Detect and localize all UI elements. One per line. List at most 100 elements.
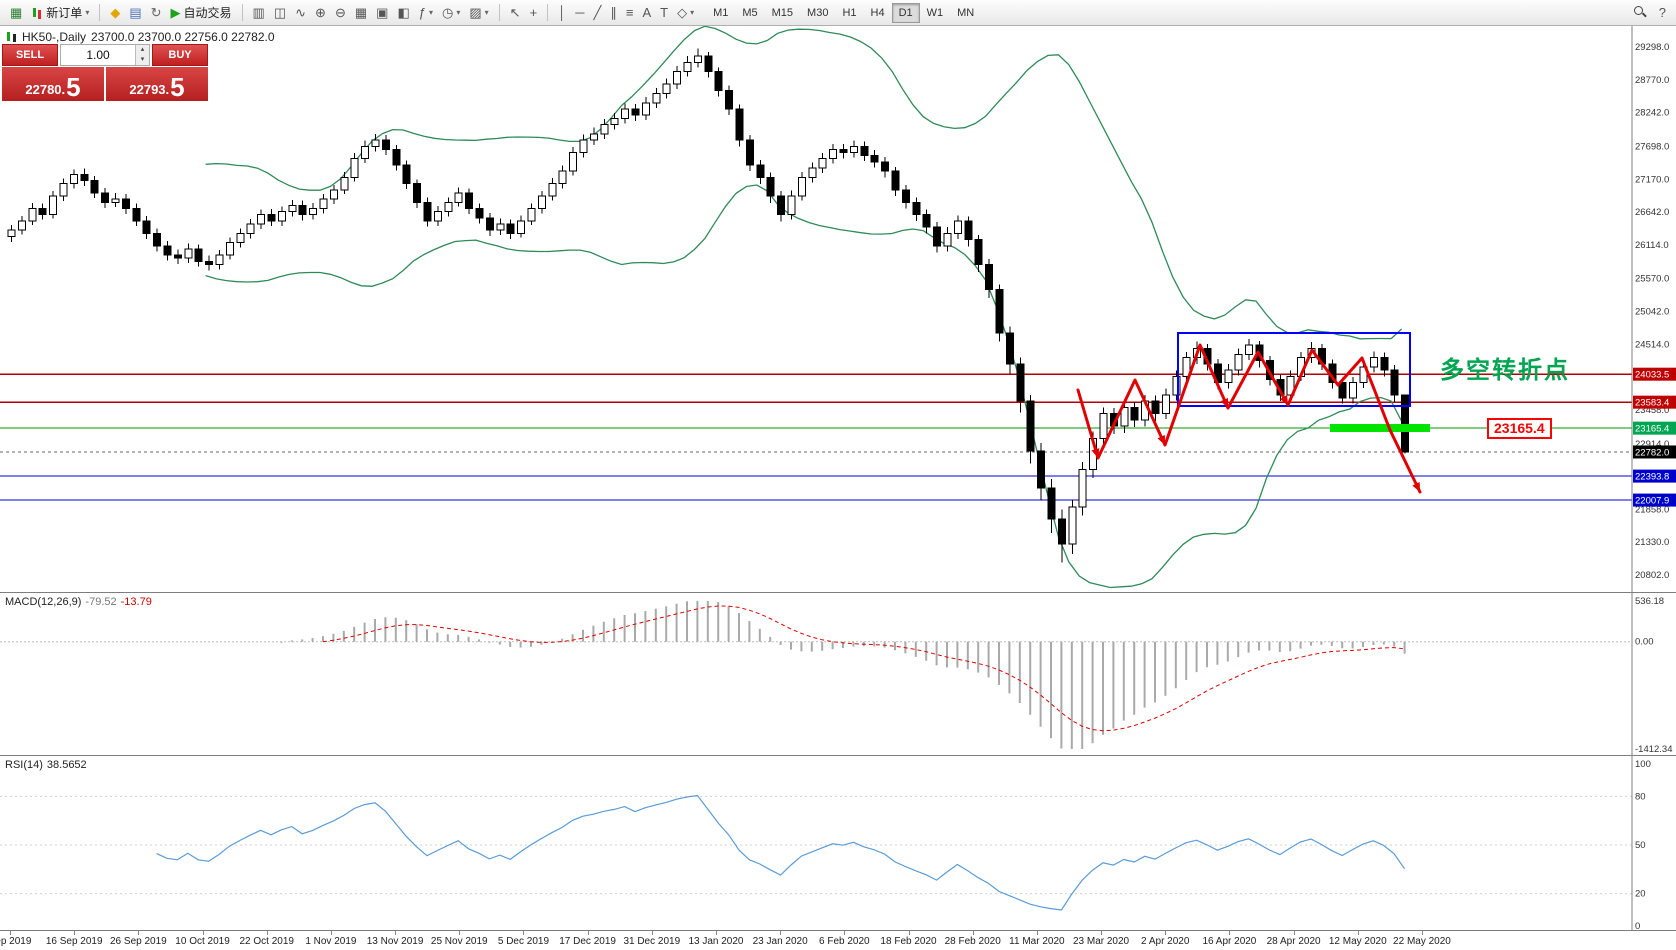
timeframe-button-m5[interactable]: M5 [735,3,764,23]
svg-text:22393.8: 22393.8 [1635,472,1669,483]
horizontal-line-button[interactable]: ─ [571,2,588,24]
label-icon: T [660,5,669,20]
rsi-name: RSI(14) [5,759,43,771]
refresh-button[interactable]: ↻ [147,2,166,24]
rsi-panel[interactable]: 100 80 50 20 0 RSI(14) 38.5652 [0,755,1676,932]
tile-windows-button[interactable]: ▦ [351,2,371,24]
dropdown-arrow-icon: ▾ [690,8,695,17]
date-label: 23 Mar 2020 [1072,936,1130,947]
svg-text:22914.0: 22914.0 [1635,439,1669,450]
svg-text:22007.9: 22007.9 [1635,496,1669,507]
timeframe-toolbar: M1 M5 M15 M30 H1 H4 D1 W1 MN [706,2,981,23]
sell-price[interactable]: 22780. 5 [2,67,104,101]
timeframe-button-m15[interactable]: M15 [765,3,800,23]
autotrading-button[interactable]: ▶ 自动交易 [167,2,236,24]
trendline-button[interactable]: ╱ [590,2,606,24]
label-button[interactable]: T [656,2,672,24]
macd-main-value: -79.52 [85,596,117,608]
chart-icon [6,31,17,43]
cursor-button[interactable]: ↖ [506,2,525,24]
sell-button[interactable]: SELL [2,44,58,66]
new-order-button[interactable]: 新订单 ▾ [27,2,93,24]
dropdown-arrow-icon: ▾ [85,8,90,17]
date-label: 2 Apr 2020 [1141,936,1190,947]
terminal-icon-button[interactable]: ▦ [6,2,26,24]
vertical-line-icon: │ [558,5,567,20]
chart-ohlc-values: 23700.0 23700.0 22756.0 22782.0 [91,30,275,44]
svg-text:23165.4: 23165.4 [1635,424,1669,435]
line-chart-button[interactable]: ∿ [291,2,310,24]
indicators-icon: ƒ [418,5,426,20]
svg-text:0: 0 [1635,921,1640,931]
fibonacci-icon: ≡ [625,5,634,20]
buy-button[interactable]: BUY [152,44,208,66]
svg-text:25570.0: 25570.0 [1635,274,1669,285]
sell-price-main: 22780. [25,82,66,98]
macd-canvas[interactable]: 536.18 0.00 -1412.34 [0,593,1676,755]
volume-field[interactable]: 1.00 ▴ ▾ [60,44,150,66]
toolbar-separator [498,4,500,21]
date-tick [523,931,525,935]
volume-value[interactable]: 1.00 [86,48,110,62]
templates-button[interactable]: ▨ ▾ [465,2,492,24]
timeframe-button-w1[interactable]: W1 [920,3,951,23]
indicators-button[interactable]: ƒ ▾ [415,2,437,24]
timeframe-button-m1[interactable]: M1 [706,3,735,23]
date-label: 10 Oct 2019 [175,936,230,947]
timeframe-button-mn[interactable]: MN [950,3,981,23]
date-tick [715,931,717,935]
date-label: 16 Apr 2020 [1202,936,1257,947]
timeframe-button-m30[interactable]: M30 [800,3,835,23]
macd-panel[interactable]: 536.18 0.00 -1412.34 MACD(12,26,9) -79.52 -1… [0,592,1676,755]
zoom-out-button[interactable]: ⊖ [331,2,350,24]
crosshair-button[interactable]: + [526,2,542,24]
toolbar-right-group: ? [1630,2,1670,24]
periods-button[interactable]: ◷ ▾ [438,2,464,24]
date-label: 13 Jan 2020 [688,936,744,947]
svg-text:24033.5: 24033.5 [1635,370,1669,381]
timeframe-button-d1[interactable]: D1 [891,2,920,23]
date-axis[interactable]: Sep 2019 16 Sep 2019 26 Sep 2019 10 Oct 201… [0,930,1676,950]
buy-price[interactable]: 22793. 5 [106,67,208,101]
svg-text:29298.0: 29298.0 [1635,42,1669,53]
trendline-icon: ╱ [593,5,602,20]
chart-shift-icon: ◧ [397,5,410,20]
price-chart-canvas[interactable]: 29298.0 28770.0 28242.0 27698.0 27170.0 26642… [0,25,1676,592]
svg-text:21330.0: 21330.0 [1635,537,1669,548]
auto-scroll-button[interactable]: ▣ [372,2,392,24]
svg-text:50: 50 [1635,840,1646,851]
templates-icon: ▨ [469,5,482,20]
date-label: 16 Sep 2019 [45,936,103,947]
timeframe-button-h1[interactable]: H1 [835,3,863,23]
chart-symbol-period: HK50-,Daily [22,30,87,44]
crosshair-icon: + [529,5,538,20]
date-tick [1293,931,1295,935]
svg-text:27170.0: 27170.0 [1635,174,1669,185]
search-zoom-button[interactable] [1630,2,1651,24]
volume-spinner[interactable]: ▴ ▾ [135,45,149,65]
date-label: 11 Mar 2020 [1009,936,1065,947]
timeframe-button-h4[interactable]: H4 [864,3,892,23]
fibonacci-button[interactable]: ≡ [622,2,638,24]
macd-signal-value: -13.79 [120,596,152,608]
svg-text:23458.0: 23458.0 [1635,405,1669,416]
spinner-up-icon[interactable]: ▴ [136,45,149,55]
candlestick-chart-button[interactable]: ◫ [270,2,290,24]
new-chart-button[interactable]: ◆ [106,2,124,24]
zoom-in-button[interactable]: ⊕ [311,2,330,24]
spinner-down-icon[interactable]: ▾ [136,55,149,65]
price-chart-panel[interactable]: 29298.0 28770.0 28242.0 27698.0 27170.0 26642… [0,25,1676,592]
date-tick [10,931,11,935]
svg-text:25042.0: 25042.0 [1635,307,1669,318]
profiles-button[interactable]: ▤ [125,2,145,24]
date-label: Sep 2019 [0,936,32,947]
text-button[interactable]: A [638,2,655,24]
channel-button[interactable]: ∥ [606,2,621,24]
help-button[interactable]: ? [1655,2,1670,24]
vertical-line-button[interactable]: │ [554,2,570,24]
chart-shift-button[interactable]: ◧ [393,2,413,24]
bar-chart-button[interactable]: ▥ [249,2,269,24]
shapes-button[interactable]: ◇ ▾ [673,2,698,24]
rsi-canvas[interactable]: 100 80 50 20 0 [0,756,1676,932]
svg-text:100: 100 [1635,759,1651,770]
